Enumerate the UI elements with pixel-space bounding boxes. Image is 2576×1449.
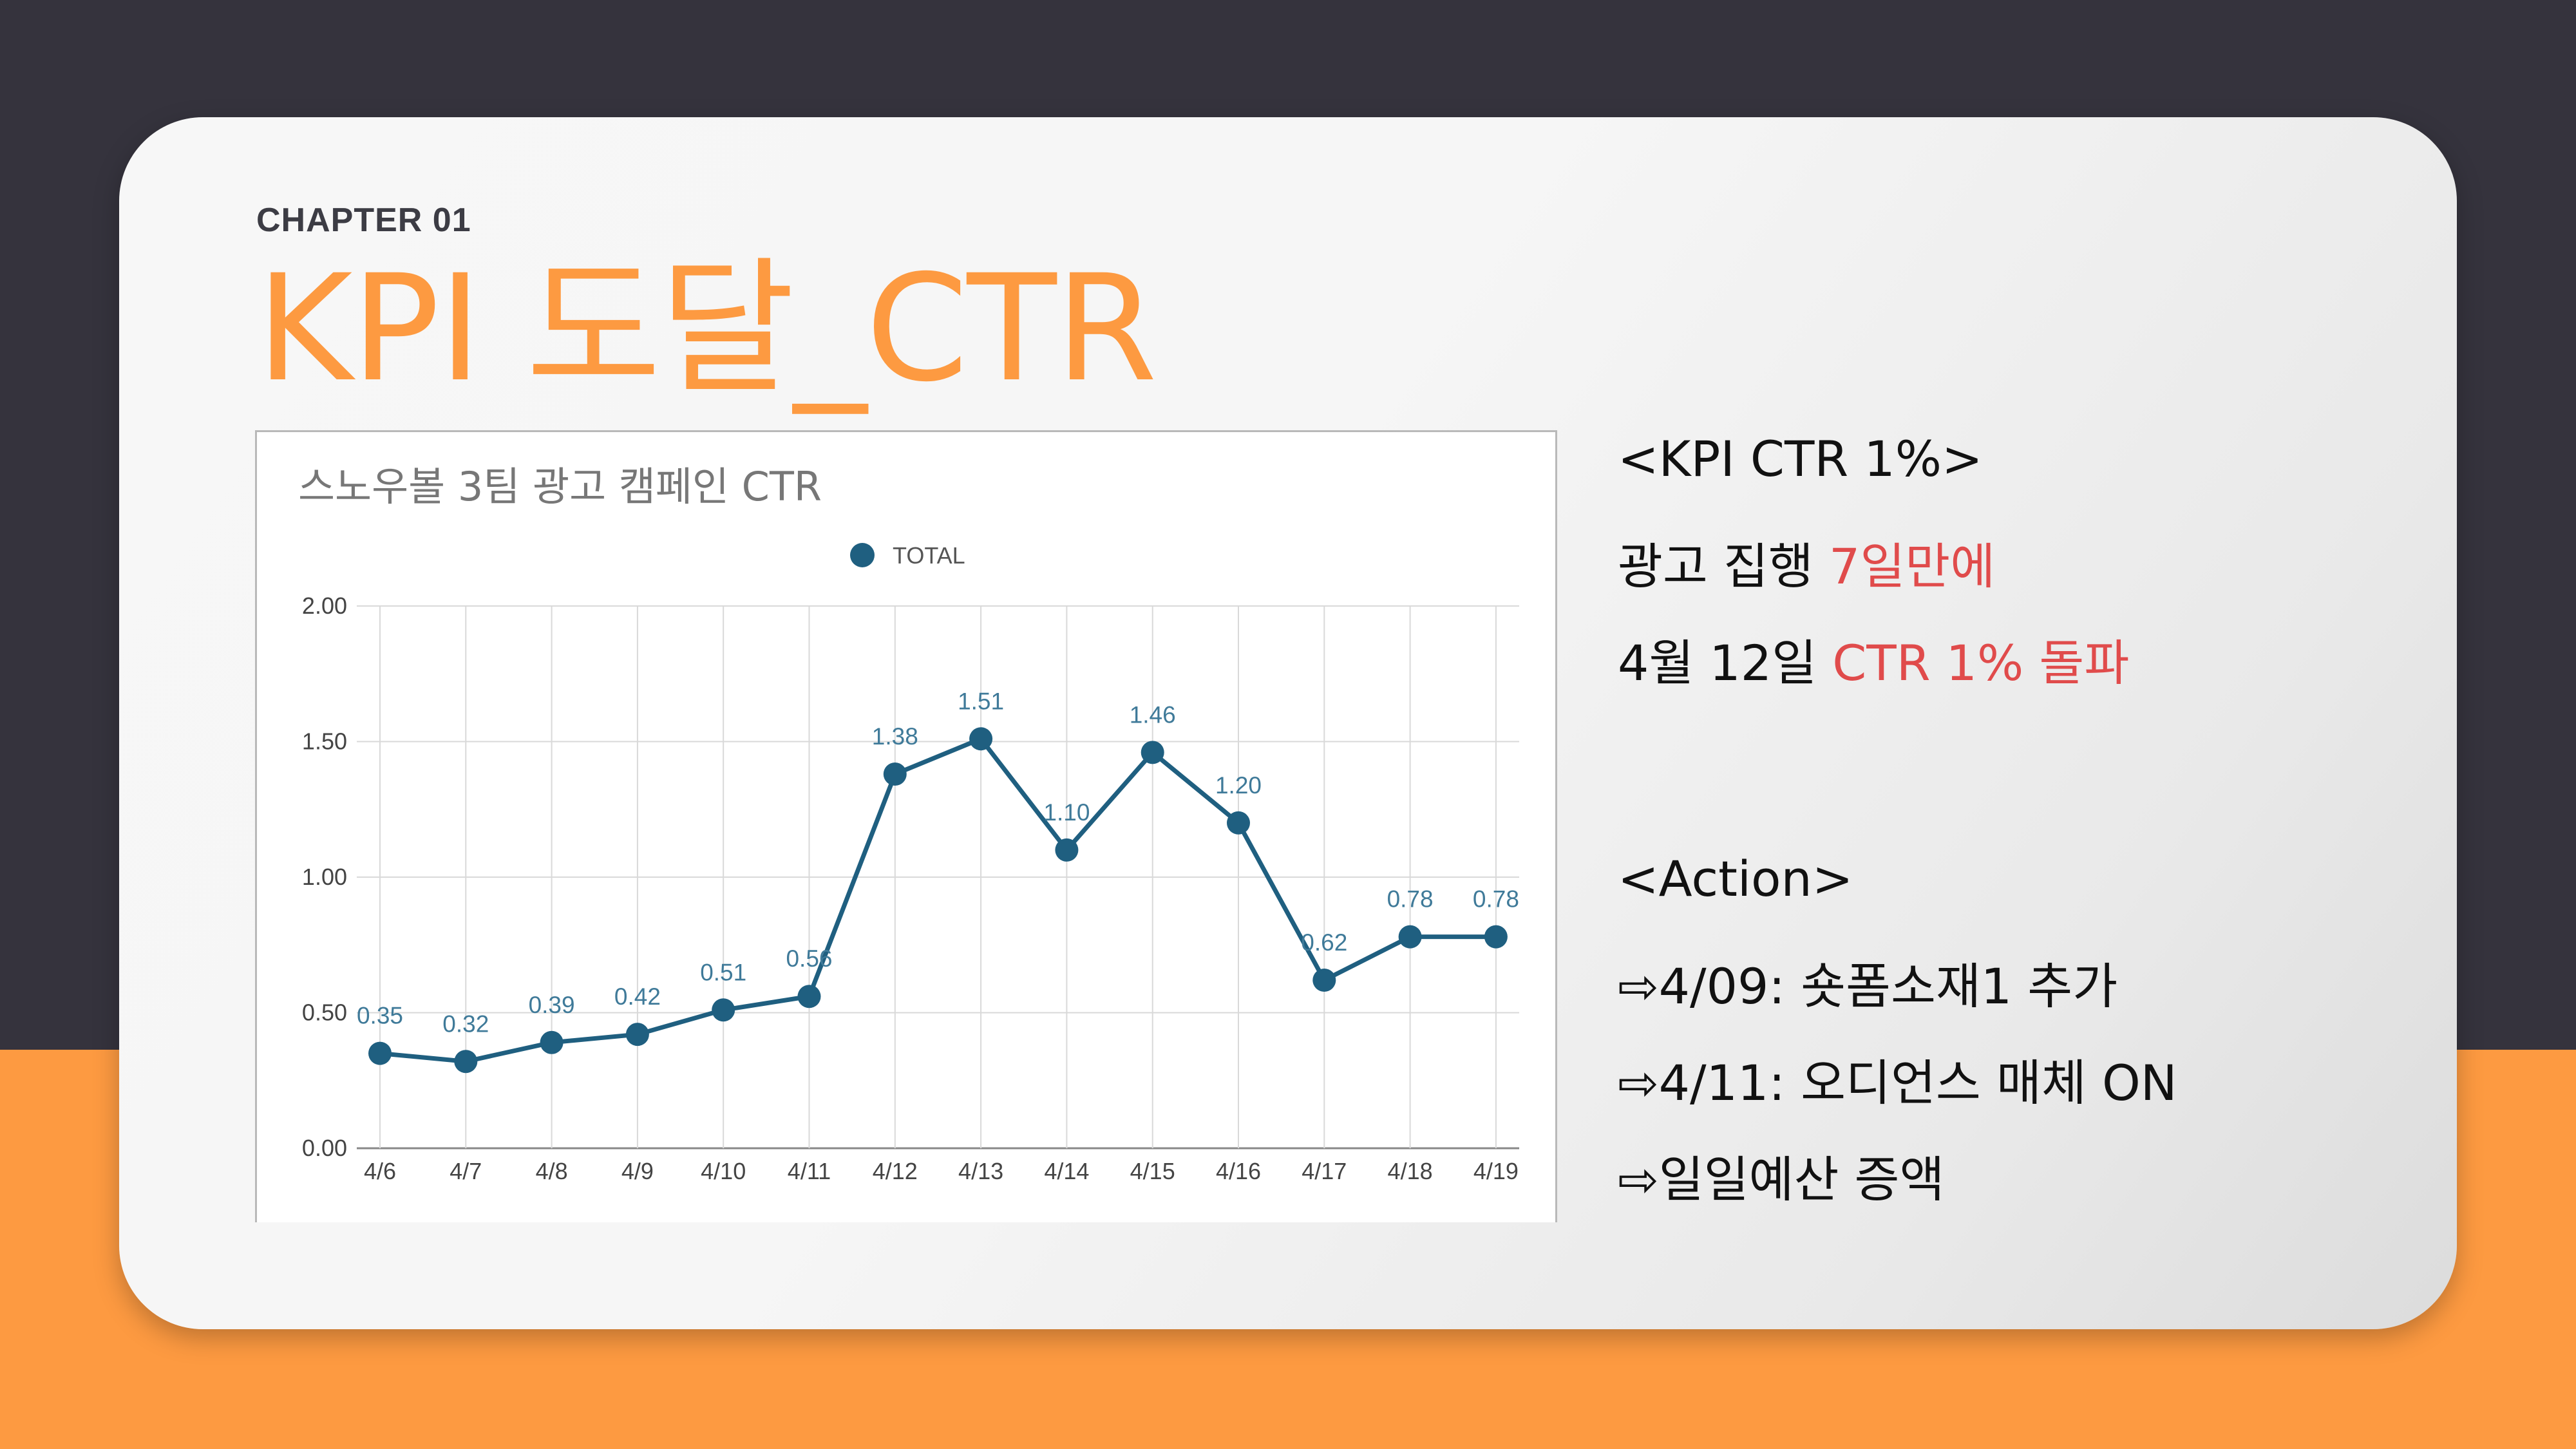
data-label: 0.62 (1301, 929, 1347, 956)
data-label: 1.10 (1043, 799, 1090, 826)
action-item: ⇨4/09: 숏폼소재1 추가 (1618, 958, 2118, 1015)
x-tick-label: 4/12 (873, 1158, 918, 1184)
data-label: 0.39 (529, 992, 575, 1018)
kpi-line-2: 4월 12일 CTR 1% 돌파 (1618, 623, 2129, 694)
data-label: 1.51 (958, 688, 1004, 714)
y-tick-label: 0.50 (302, 999, 347, 1026)
action-item: ⇨일일예산 증액 (1618, 1151, 1945, 1208)
x-tick-label: 4/17 (1302, 1158, 1347, 1184)
data-point (883, 762, 907, 786)
x-tick-label: 4/14 (1044, 1158, 1089, 1184)
x-tick-label: 4/13 (958, 1158, 1003, 1184)
data-label: 0.78 (1387, 886, 1434, 913)
data-point (1312, 968, 1336, 992)
grid (357, 605, 1519, 1150)
y-tick-label: 0.00 (302, 1135, 347, 1161)
y-tick-label: 1.50 (302, 728, 347, 755)
x-tick-label: 4/18 (1388, 1158, 1433, 1184)
chapter-label: CHAPTER 01 (256, 202, 471, 239)
y-tick-label: 1.00 (302, 864, 347, 890)
slide-title: KPI 도달_CTR (256, 243, 1157, 414)
x-tick-label: 4/6 (364, 1158, 396, 1184)
data-label: 0.35 (357, 1003, 403, 1029)
data-point (1227, 811, 1250, 835)
x-tick-label: 4/16 (1216, 1158, 1261, 1184)
series-total (368, 727, 1508, 1074)
data-label: 1.38 (872, 723, 918, 750)
kpi-line-2-text: 4월 12일 (1618, 634, 1833, 692)
kpi-line-1-text: 광고 집행 (1618, 538, 1829, 595)
kpi-heading: <KPI CTR 1%> (1618, 430, 1983, 488)
data-point (1055, 838, 1079, 862)
data-point (797, 985, 821, 1009)
x-tick-label: 4/11 (788, 1158, 831, 1184)
data-point (454, 1050, 478, 1074)
kpi-line-1: 광고 집행 7일만에 (1618, 527, 1995, 598)
data-point (1398, 925, 1422, 949)
data-label: 0.78 (1473, 886, 1519, 913)
data-point (1141, 741, 1164, 764)
data-point (969, 727, 993, 751)
kpi-line-1-highlight: 7일만에 (1829, 538, 1996, 595)
ctr-chart: 스노우볼 3팀 광고 캠페인 CTR TOTAL 0.00 0.50 1.00 1.5… (255, 430, 1557, 1222)
data-label: 0.56 (786, 945, 832, 972)
x-tick-label: 4/15 (1130, 1158, 1175, 1184)
series-line (379, 736, 1496, 1064)
data-point (625, 1023, 649, 1046)
data-point (540, 1030, 564, 1054)
data-label: 0.51 (700, 959, 746, 985)
data-label: 0.42 (614, 983, 661, 1010)
kpi-line-2-highlight: CTR 1% 돌파 (1832, 634, 2130, 692)
data-label: 0.32 (442, 1010, 489, 1037)
x-tick-label: 4/10 (701, 1158, 746, 1184)
action-item: ⇨4/11: 오디언스 매체 ON (1618, 1054, 2177, 1112)
data-label: 1.46 (1130, 701, 1176, 728)
data-point (712, 998, 735, 1022)
x-tick-label: 4/7 (450, 1158, 482, 1184)
chart-title: 스노우볼 3팀 광고 캠페인 CTR (298, 463, 822, 510)
data-point (1484, 925, 1508, 949)
axes: 0.00 0.50 1.00 1.50 2.00 4/6 4/7 4/8 4/9 4/10 4/11… (302, 592, 1519, 1184)
chart-canvas: 스노우볼 3팀 광고 캠페인 CTR TOTAL 0.00 0.50 1.00 1.5… (298, 463, 1519, 1184)
y-tick-label: 2.00 (302, 592, 347, 619)
legend-marker (850, 543, 875, 567)
legend-label: TOTAL (893, 542, 965, 569)
notes-panel: <KPI CTR 1%> 광고 집행 7일만에 4월 12일 CTR 1% 돌파… (1618, 0, 2455, 1449)
action-heading: <Action> (1618, 850, 1853, 907)
x-tick-label: 4/9 (621, 1158, 654, 1184)
data-point (368, 1041, 392, 1065)
data-labels: 0.35 0.32 0.39 0.42 0.51 0.56 1.38 1.51 1.10 1.46… (357, 688, 1519, 1037)
data-label: 1.20 (1215, 772, 1262, 799)
x-tick-label: 4/19 (1473, 1158, 1519, 1184)
x-tick-label: 4/8 (536, 1158, 568, 1184)
